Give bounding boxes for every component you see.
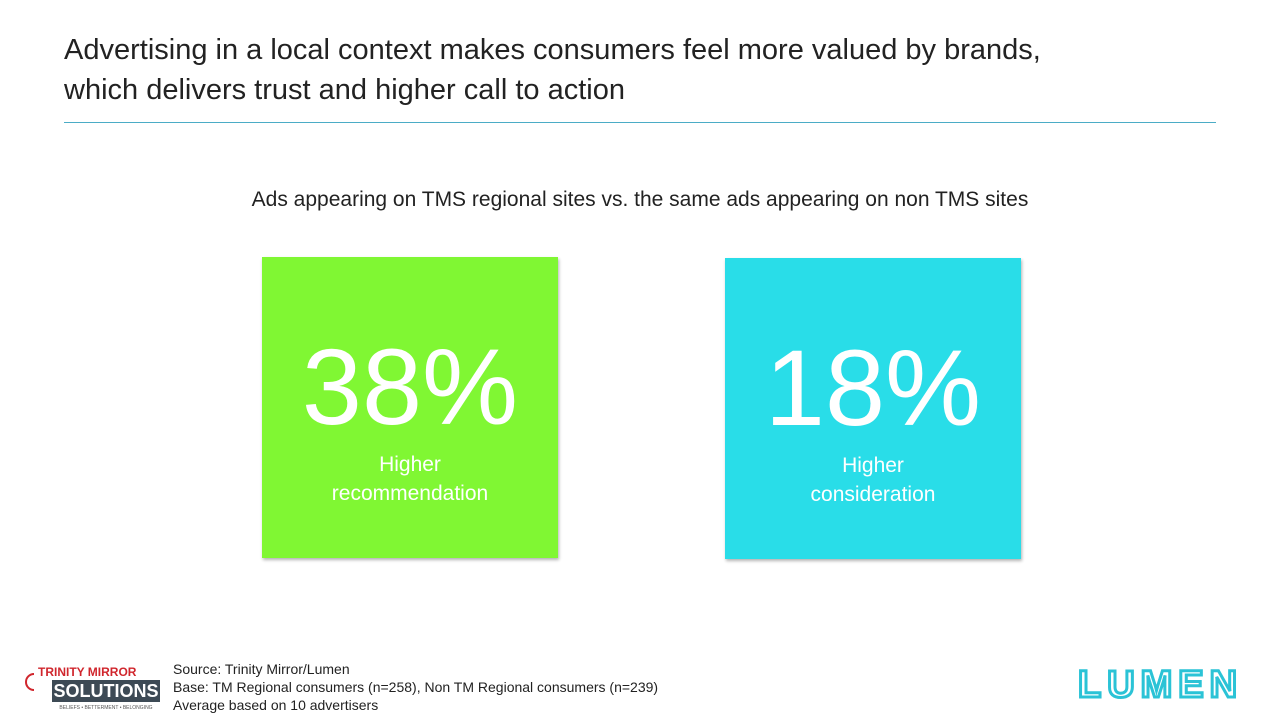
stat-card: 18% Higher consideration [725, 258, 1021, 559]
logo-box [52, 680, 160, 702]
note: Base: TM Regional consumers (n=258), Non… [173, 679, 659, 695]
stat-label-line: recommendation [331, 482, 489, 505]
logo-top: TRINITY MIRROR [38, 665, 137, 679]
stat-value: 38% [301, 326, 519, 447]
stat-label: Higher consideration [725, 451, 1021, 509]
logo-tagline: BELIEFS • BETTERMENT • BELONGING [59, 705, 152, 711]
lumen-logo: LUMEN [1076, 663, 1244, 708]
title: Advertising in a local context makes con… [64, 30, 1041, 110]
stat-label-line: Higher [842, 454, 904, 477]
stat-value: 18% [764, 327, 982, 448]
stat-card: 38% Higher recommendation [262, 257, 558, 558]
note: Average based on 10 advertisers [173, 697, 379, 713]
title-line: Advertising in a local context makes con… [64, 34, 1041, 66]
stat-label: Higher recommendation [262, 450, 558, 508]
footer-notes: Source: Trinity Mirror/Lumen Base: TM Re… [173, 660, 658, 714]
logo-main: SOLUTIONS [53, 681, 158, 701]
stat-label-line: Higher [379, 453, 441, 476]
note: Source: Trinity Mirror/Lumen [173, 661, 350, 677]
title-line: which delivers trust and higher call to … [64, 74, 625, 106]
logo-arc [25, 673, 35, 691]
subtitle: Ads appearing on TMS regional sites vs. … [251, 188, 1029, 211]
trinity-logo: TRINITY MIRROR SOLUTIONS BELIEFS • BETTE… [25, 665, 160, 711]
divider [64, 122, 1216, 123]
stat-label-line: consideration [810, 483, 936, 506]
